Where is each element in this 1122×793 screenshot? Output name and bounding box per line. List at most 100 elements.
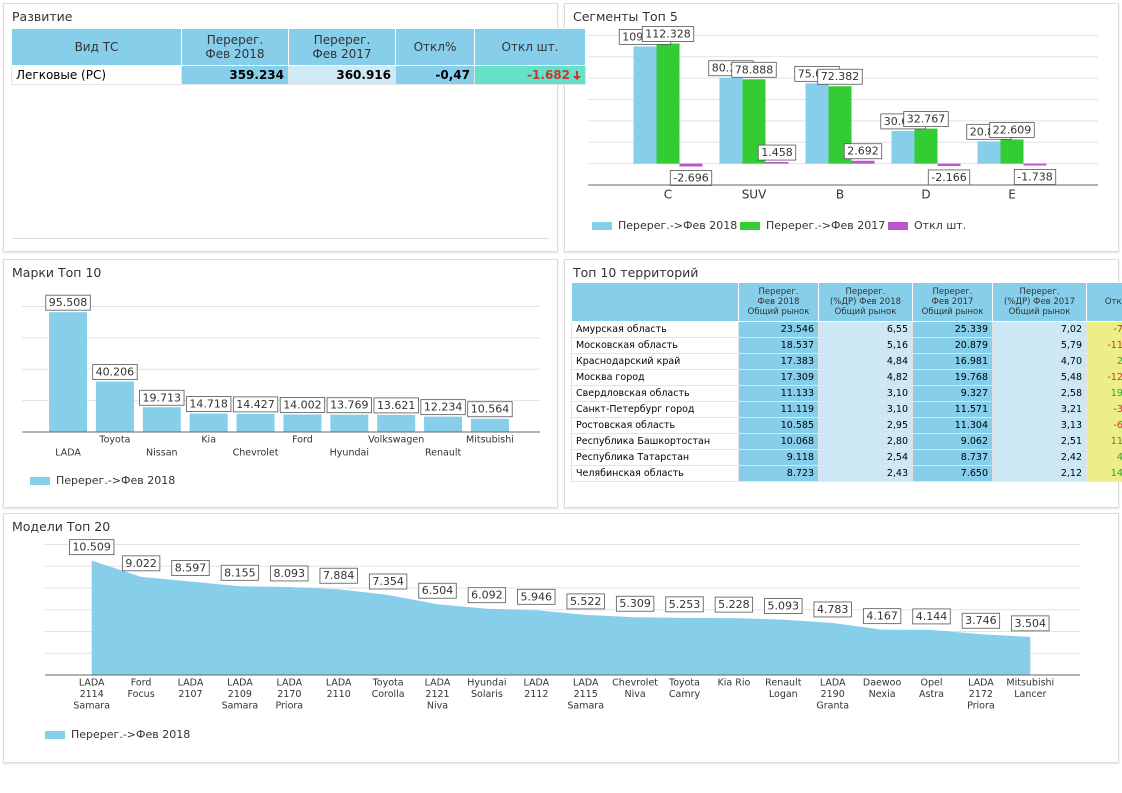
- header-text: Общий рынок: [921, 307, 984, 317]
- header-text: Перерег.: [206, 33, 264, 47]
- cell-text: 11,10: [1110, 436, 1122, 447]
- table-cell: 18.537: [738, 337, 819, 354]
- cell-text: 16.981: [954, 356, 988, 367]
- table-row: Легковые (PC) 359.234 360.916 -0,47 -1.682: [11, 65, 586, 85]
- header-cell: Откл%: [1086, 282, 1122, 322]
- cell-text: 11.119: [780, 404, 814, 415]
- table-row: Амурская область 23.546 6,55 25.339 7,02 -7,0…: [571, 321, 1122, 338]
- table-cell: 9.118: [738, 449, 819, 466]
- cell-text: 2,95: [886, 420, 908, 431]
- table-cell: Ростовская область: [571, 417, 739, 434]
- header-cell: Перерег. Фев 2017: [288, 28, 396, 66]
- table-cell: 6,55: [818, 321, 913, 338]
- panel: Сегменты Топ 5: [564, 3, 1119, 252]
- table-cell: 11.119: [738, 401, 819, 418]
- table-cell: Республика Татарстан: [571, 449, 739, 466]
- table-cell: 7.650: [912, 465, 993, 482]
- panel-title: Топ 10 территорий: [573, 265, 699, 280]
- cell-text: 360.916: [336, 68, 391, 82]
- cell-text: 5,48: [1060, 372, 1082, 383]
- cell-text: 10.585: [780, 420, 814, 431]
- cell-text: -12,44: [1107, 372, 1122, 383]
- table-cell: -6,36: [1086, 417, 1122, 434]
- header-text: Общий рынок: [747, 307, 810, 317]
- cell-text: 2,42: [1060, 452, 1082, 463]
- cell-text: 8.723: [786, 468, 814, 479]
- table-cell: -11,22: [1086, 337, 1122, 354]
- header-text: Откл шт.: [501, 40, 559, 54]
- cell-text: 11.304: [954, 420, 988, 431]
- table-cell: 9.327: [912, 385, 993, 402]
- cell-text: 2,80: [886, 436, 908, 447]
- panel-title: Марки Топ 10: [12, 265, 102, 280]
- header-text: Фев 2018: [205, 47, 265, 61]
- table-cell: 5,16: [818, 337, 913, 354]
- cell-text: Легковые (PC): [16, 68, 107, 82]
- cell-text: 10.068: [780, 436, 814, 447]
- cell-text: 2,43: [886, 468, 908, 479]
- table-cell: Амурская область: [571, 321, 739, 338]
- header-cell: Перерег. Фев 2018: [181, 28, 289, 66]
- header-cell: Перерег. Фев 2018 Общий рынок: [738, 282, 819, 322]
- cell-text: Челябинская область: [576, 468, 684, 479]
- table-cell: 9.062: [912, 433, 993, 450]
- table-cell: Московская область: [571, 337, 739, 354]
- cell-text: 2,12: [1060, 468, 1082, 479]
- table-cell: Краснодарский край: [571, 353, 739, 370]
- header-cell: Откл шт.: [474, 28, 586, 66]
- cell-text: 4,36: [1117, 452, 1122, 463]
- panel-title: Сегменты Топ 5: [573, 9, 678, 24]
- cell-text: 2,54: [886, 452, 908, 463]
- cell-text: 9.118: [786, 452, 814, 463]
- table-cell: 3,13: [992, 417, 1087, 434]
- panel-title: Развитие: [12, 9, 73, 24]
- cell-text: 3,10: [886, 388, 908, 399]
- cell-text: 4,82: [886, 372, 908, 383]
- table-cell: 3,10: [818, 385, 913, 402]
- table-cell: 11.304: [912, 417, 993, 434]
- table-cell: 19,36: [1086, 385, 1122, 402]
- table-cell: 4,84: [818, 353, 913, 370]
- cell-text: 359.234: [229, 68, 284, 82]
- table-cell: Республика Башкортостан: [571, 433, 739, 450]
- table-row: Краснодарский край 17.383 4,84 16.981 4,70 2,…: [571, 353, 1122, 370]
- table-cell: -0,47: [395, 65, 475, 85]
- cell-text: -6,36: [1113, 420, 1122, 431]
- cell-text: Москва город: [576, 372, 645, 383]
- cell-text: 11.133: [780, 388, 814, 399]
- header-text: Фев 2018: [757, 297, 800, 307]
- cell-text: Ростовская область: [576, 420, 676, 431]
- panel: Марки Топ 10: [3, 259, 558, 508]
- cell-text: Амурская область: [576, 324, 667, 335]
- table-cell: 4,82: [818, 369, 913, 386]
- cell-text: 3,10: [886, 404, 908, 415]
- table-cell: -3,91: [1086, 401, 1122, 418]
- cell-text: -11,22: [1107, 340, 1122, 351]
- cell-text: 2,37: [1117, 356, 1122, 367]
- data-table: Вид ТС Перерег. Фев 2018 Перерег. Фев 2017 От…: [11, 28, 586, 85]
- cell-text: 9.327: [960, 388, 988, 399]
- cell-text: 23.546: [780, 324, 814, 335]
- header-text: Перерег.: [313, 33, 371, 47]
- cell-text: 17.309: [780, 372, 814, 383]
- cell-text: 20.879: [954, 340, 988, 351]
- table-cell: 17.383: [738, 353, 819, 370]
- cell-text: Краснодарский край: [576, 356, 681, 367]
- table-cell: 11.571: [912, 401, 993, 418]
- trend-arrow: [573, 71, 581, 80]
- table-cell: 3,10: [818, 401, 913, 418]
- header-text: Откл%: [1104, 297, 1122, 307]
- cell-text: 2,58: [1060, 388, 1082, 399]
- table-cell: Москва город: [571, 369, 739, 386]
- cell-text: 3,21: [1060, 404, 1082, 415]
- table-row: Москва город 17.309 4,82 19.768 5,48 -12,44: [571, 369, 1122, 386]
- cell-text: 17.383: [780, 356, 814, 367]
- data-table: Перерег. Фев 2018 Общий рынок Перерег. (%ДР)…: [571, 282, 1122, 482]
- table-row: Республика Башкортостан 10.068 2,80 9.062 2,…: [571, 433, 1122, 450]
- table-cell: 2,54: [818, 449, 913, 466]
- cell-text: Санкт-Петербург город: [576, 404, 695, 415]
- table-cell: -1.682: [474, 65, 586, 85]
- cell-text: 19,36: [1110, 388, 1122, 399]
- table-cell: 7,02: [992, 321, 1087, 338]
